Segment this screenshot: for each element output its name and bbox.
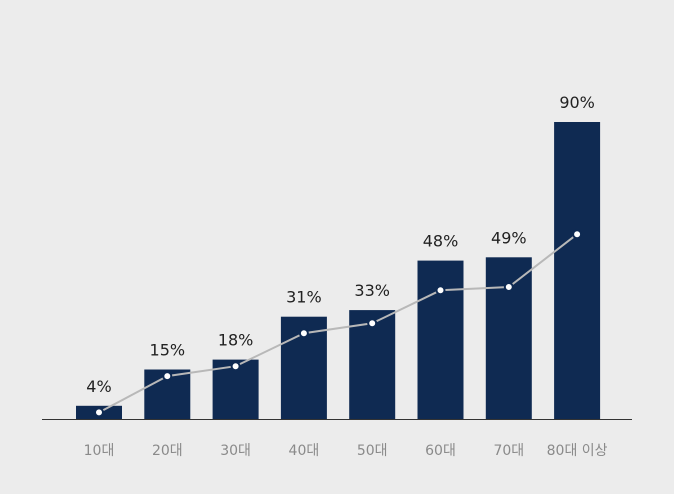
value-label-1: 15%	[150, 341, 186, 360]
value-label-6: 49%	[491, 228, 527, 247]
value-label-0: 4%	[86, 377, 111, 396]
value-label-4: 33%	[354, 281, 390, 300]
trend-point-0	[94, 407, 104, 418]
value-label-2: 18%	[218, 331, 254, 350]
category-label-0: 10대	[84, 443, 115, 459]
trend-line	[98, 233, 578, 414]
trend-point-1	[162, 371, 173, 382]
category-label-2: 30대	[220, 443, 251, 459]
category-label-6: 70대	[493, 443, 524, 459]
trend-line-group	[94, 229, 583, 418]
trend-point-6	[503, 282, 514, 292]
trend-point-7	[572, 229, 583, 240]
trend-point-5	[435, 285, 446, 296]
category-label-1: 20대	[152, 443, 183, 459]
bar-7	[554, 122, 601, 419]
category-label-4: 50대	[357, 443, 388, 459]
trend-point-4	[367, 318, 378, 329]
value-label-7: 90%	[559, 93, 595, 112]
category-label-5: 60대	[425, 443, 456, 459]
bar-6	[485, 257, 532, 419]
value-labels-group: 4% 15% 18% 31% 33% 48% 49% 90%	[86, 93, 595, 396]
bar-5	[417, 260, 464, 419]
category-label-3: 40대	[289, 443, 320, 459]
trend-point-2	[230, 361, 241, 372]
trend-point-3	[298, 328, 309, 339]
category-label-7: 80대 이상	[547, 443, 608, 459]
category-labels-group: 10대 20대 30대 40대 50대 60대 70대 80대 이상	[84, 443, 608, 459]
value-label-5: 48%	[423, 232, 459, 251]
bars-group	[76, 122, 601, 419]
value-label-3: 31%	[286, 288, 322, 307]
